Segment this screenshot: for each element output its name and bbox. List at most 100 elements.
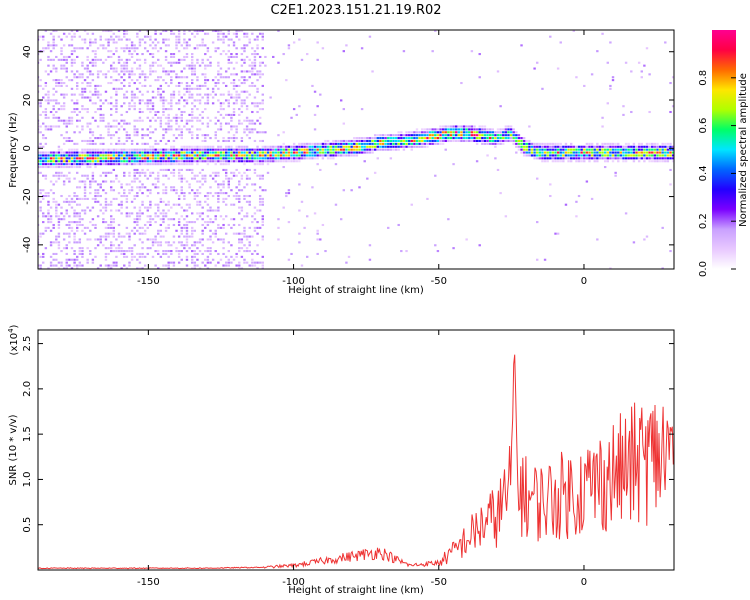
spectrogram-cell	[136, 151, 139, 154]
spectrogram-cell	[198, 44, 202, 47]
spectrogram-cell	[311, 145, 314, 148]
spectrogram-cell	[421, 134, 424, 137]
spectrogram-cell	[177, 58, 181, 61]
spectrogram-cell	[643, 145, 646, 148]
spectrogram-cell	[326, 154, 330, 157]
spectrogram-cell	[133, 232, 136, 235]
spectrogram-cell	[172, 189, 176, 192]
spectrogram-cell	[49, 189, 53, 192]
spectrogram-cell	[564, 145, 568, 148]
spectrogram-cell	[167, 244, 170, 247]
spectrogram-cell	[177, 255, 181, 258]
spectrogram-cell	[91, 151, 95, 154]
spectrogram-cell	[81, 61, 84, 64]
spectrogram-cell	[423, 128, 427, 131]
spectrogram-cell	[496, 139, 500, 143]
spectrogram-cell	[261, 160, 264, 163]
spectrogram-cell	[52, 151, 55, 154]
spectrogram-cell	[70, 110, 74, 114]
spectrogram-cell	[541, 145, 544, 148]
spectrogram-cell	[76, 212, 79, 215]
spectrogram-cell	[76, 148, 79, 151]
spectrogram-cell	[38, 76, 40, 79]
spectrogram-cell	[196, 241, 199, 244]
spectrogram-cell	[70, 206, 74, 209]
spectrogram-cell	[167, 44, 170, 47]
spectrogram-cell	[157, 215, 160, 218]
spectrogram-cell	[170, 154, 173, 157]
spectrogram-cell	[76, 166, 79, 169]
spectrogram-cell	[180, 229, 183, 232]
spectrogram-cell	[462, 134, 466, 137]
spectrogram-cell	[572, 157, 576, 160]
spectrogram-cell	[42, 194, 45, 198]
spectrogram-cell	[185, 44, 189, 47]
spectrogram-cell	[661, 151, 664, 154]
spectrogram-cell	[562, 151, 565, 154]
spectrogram-cell	[146, 209, 149, 212]
spectrogram-cell	[224, 122, 228, 125]
spectrogram-cell	[287, 148, 291, 151]
spectrogram-cell	[191, 81, 194, 85]
spectrogram-cell	[447, 218, 450, 221]
spectrogram-cell	[227, 44, 230, 47]
spectrogram-cell	[373, 139, 377, 143]
spectrogram-cell	[564, 148, 568, 151]
spectrogram-cell	[258, 108, 262, 111]
spectrogram-cell	[274, 145, 278, 148]
spectrogram-cell	[44, 125, 48, 128]
spectrogram-cell	[285, 154, 288, 157]
spectrogram-cell	[658, 148, 662, 151]
spectrogram-cell	[248, 84, 251, 87]
spectrogram-cell	[339, 154, 343, 157]
spectrogram-cell	[585, 180, 589, 183]
spectrogram-cell	[204, 53, 207, 56]
spectrogram-cell	[55, 200, 58, 203]
spectrogram-cell	[611, 160, 615, 163]
spectrogram-cell	[138, 81, 142, 85]
spectrogram-cell	[191, 110, 194, 114]
spectrogram-cell	[311, 157, 314, 160]
spectrogram-cell	[640, 142, 643, 145]
spectrogram-cell	[191, 116, 194, 119]
spectrogram-cell	[70, 87, 74, 90]
spectrogram-cell	[248, 244, 251, 247]
spectrogram-cell	[258, 131, 262, 134]
spectrogram-cell	[496, 131, 500, 134]
spectrogram-cell	[206, 125, 210, 128]
spectrogram-cell	[86, 110, 89, 114]
spectrogram-cell	[164, 252, 168, 255]
spectrogram-cell	[157, 206, 160, 209]
spectrogram-cell	[507, 128, 510, 131]
spectrogram-cell	[47, 226, 50, 229]
spectrogram-cell	[224, 99, 228, 102]
spectrogram-cell	[99, 160, 102, 163]
spectrogram-cell	[170, 99, 173, 102]
spectrogram-cell	[44, 47, 48, 50]
spectrogram-cell	[214, 84, 217, 87]
spectrogram-cell	[104, 264, 108, 267]
spectrogram-cell	[245, 235, 249, 238]
spectrogram-cell	[65, 139, 68, 143]
spectrogram-cell	[83, 163, 87, 166]
spectrogram-cell	[238, 223, 241, 227]
spectrogram-cell	[170, 105, 173, 108]
spectrogram-cell	[78, 131, 82, 134]
spectrogram-cell	[47, 96, 50, 99]
spectrogram-cell	[62, 267, 66, 269]
spectrogram-cell	[261, 61, 264, 64]
spectrogram-cell	[57, 160, 61, 163]
spectrogram-cell	[525, 151, 528, 154]
spectrogram-cell	[109, 113, 113, 116]
spectrogram-cell	[407, 137, 411, 140]
spectrogram-cell	[143, 35, 147, 38]
spectrogram-cell	[89, 90, 92, 93]
spectrogram-cell	[89, 163, 92, 166]
spectrogram-cell	[373, 137, 377, 140]
spectrogram-cell	[102, 244, 105, 247]
spectrogram-cell	[285, 145, 288, 148]
spectrogram-cell	[238, 247, 241, 250]
spectrogram-cell	[125, 163, 129, 166]
spectrogram-cell	[62, 81, 66, 85]
spectrogram-cell	[164, 116, 168, 119]
